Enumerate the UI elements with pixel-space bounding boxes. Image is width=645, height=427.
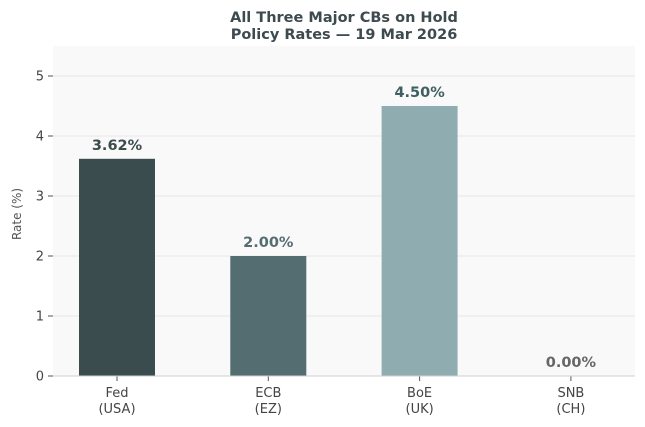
x-tick-label: BoE xyxy=(407,386,432,401)
data-label: 3.62% xyxy=(92,138,143,154)
y-tick-label: 0 xyxy=(36,370,44,385)
y-axis-label: Rate (%) xyxy=(10,188,24,240)
data-label: 0.00% xyxy=(546,355,597,371)
y-axis: 0 1 2 3 4 5 xyxy=(36,70,53,385)
chart-title: All Three Major CBs on Hold xyxy=(230,10,458,26)
data-label: 4.50% xyxy=(394,85,445,101)
chart-subtitle: Policy Rates — 19 Mar 2026 xyxy=(231,27,458,43)
x-axis: Fed(USA) ECB(EZ) BoE(UK) SNB(CH) xyxy=(53,375,635,417)
y-tick-label: 1 xyxy=(36,310,44,325)
x-tick-sublabel: (UK) xyxy=(406,402,434,417)
bars xyxy=(79,106,458,376)
x-tick-label: ECB xyxy=(255,386,281,401)
x-tick-sublabel: (USA) xyxy=(98,402,135,417)
y-tick-label: 4 xyxy=(36,130,44,145)
y-tick-label: 5 xyxy=(36,70,44,85)
data-labels: 3.62% 2.00% 4.50% 0.00% xyxy=(92,85,597,371)
y-tick-label: 2 xyxy=(36,250,44,265)
data-label: 2.00% xyxy=(243,235,294,251)
x-tick-label: Fed xyxy=(105,386,128,401)
bar-ecb xyxy=(230,256,307,376)
x-tick-sublabel: (EZ) xyxy=(255,402,282,417)
y-tick-label: 3 xyxy=(36,190,44,205)
bar-fed xyxy=(79,158,155,376)
bar-boe xyxy=(381,106,458,376)
x-tick-label: SNB xyxy=(557,386,584,401)
x-tick-sublabel: (CH) xyxy=(556,402,585,417)
